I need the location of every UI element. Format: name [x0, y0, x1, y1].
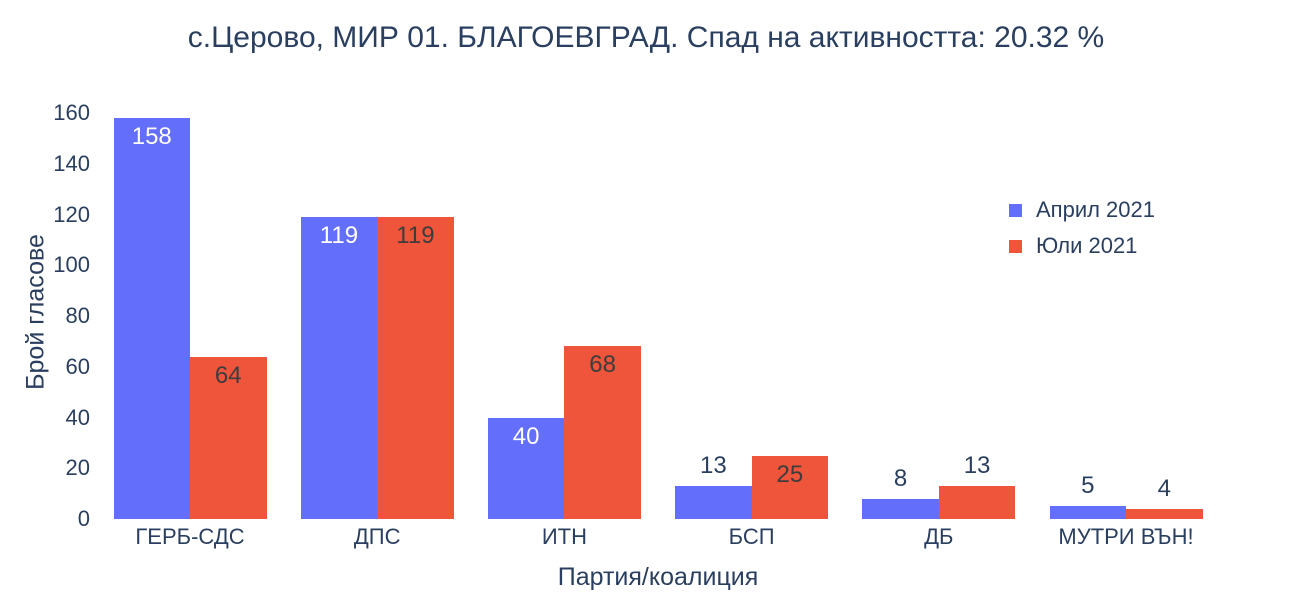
- y-tick-label: 120: [53, 201, 90, 227]
- bar-value-label: 25: [776, 460, 804, 488]
- y-tick-label: 60: [65, 353, 90, 379]
- bar[interactable]: [564, 346, 641, 519]
- x-tick-label: БСП: [728, 524, 775, 549]
- y-tick-label: 160: [53, 100, 90, 125]
- x-tick-label: ГЕРБ-СДС: [135, 524, 245, 549]
- bar-value-label: 68: [589, 351, 616, 379]
- x-tick-label: МУТРИ ВЪН!: [1058, 524, 1194, 549]
- bar-value-label: 119: [319, 222, 359, 250]
- bar[interactable]: [300, 217, 378, 519]
- legend-item-april-2021[interactable]: Април 2021: [1009, 192, 1155, 228]
- y-tick-label: 80: [65, 303, 90, 328]
- legend: Април 2021 Юли 2021: [1009, 192, 1155, 264]
- bar[interactable]: [938, 486, 1016, 519]
- bar-value-label: 13: [699, 452, 727, 479]
- bar[interactable]: [190, 356, 267, 519]
- bar-value-label: 40: [512, 422, 540, 450]
- legend-swatch-icon: [1009, 239, 1022, 253]
- y-tick-label: 20: [65, 455, 90, 481]
- y-tick-label: 0: [77, 506, 90, 531]
- bar[interactable]: [487, 417, 565, 519]
- bar-value-label: 8: [893, 464, 908, 492]
- x-axis-title: Партия/коалиция: [557, 563, 759, 591]
- y-tick-label: 100: [53, 252, 90, 278]
- legend-item-label: Юли 2021: [1036, 233, 1138, 258]
- bar-value-label: 64: [214, 361, 242, 389]
- bar[interactable]: [113, 118, 190, 519]
- y-tick-label: 140: [53, 150, 90, 176]
- bar[interactable]: [751, 455, 829, 519]
- legend-item-juli-2021[interactable]: Юли 2021: [1009, 228, 1155, 264]
- bar-value-label: 119: [396, 222, 435, 250]
- bar[interactable]: [1049, 506, 1126, 519]
- legend-item-label: Април 2021: [1036, 197, 1156, 222]
- bar-value-label: 5: [1081, 472, 1095, 500]
- bar[interactable]: [862, 498, 939, 519]
- legend-swatch-icon: [1009, 203, 1022, 217]
- bar-value-label: 13: [963, 452, 991, 479]
- bar[interactable]: [675, 486, 752, 519]
- x-tick-label: ДБ: [924, 524, 954, 549]
- x-tick-label: ДПС: [353, 524, 401, 549]
- bar-value-label: 158: [131, 123, 172, 151]
- x-tick-label: ИТН: [541, 524, 587, 549]
- chart-title: с.Церово, МИР 01. БЛАГОЕВГРАД. Спад на а…: [187, 21, 1105, 54]
- bar[interactable]: [377, 217, 454, 519]
- bar-value-label: 4: [1157, 474, 1171, 502]
- bar[interactable]: [1126, 508, 1203, 519]
- y-tick-label: 40: [65, 404, 90, 430]
